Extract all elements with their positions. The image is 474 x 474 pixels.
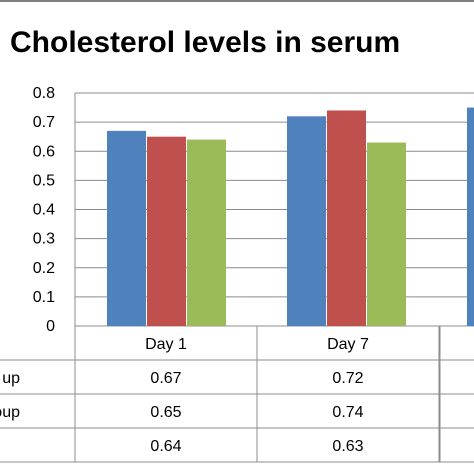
data-label: 0.63	[332, 438, 363, 455]
legend-entry: s group	[0, 404, 20, 421]
legend-entry: up	[2, 370, 20, 387]
y-tick-label: 0.2	[33, 260, 55, 277]
y-tick-label: 0.3	[33, 231, 55, 248]
bar-1-1	[107, 130, 146, 326]
x-category-label: Day 7	[327, 336, 369, 353]
data-label: 0.64	[150, 438, 181, 455]
data-label: 0.67	[150, 370, 181, 387]
data-label: 0.72	[332, 370, 363, 387]
bar-2-1	[147, 136, 186, 326]
bar-3-2	[367, 142, 406, 326]
data-label: 0.74	[332, 404, 363, 421]
y-tick-label: 0.8	[33, 85, 55, 102]
bar-3-1	[187, 139, 226, 326]
y-tick-label: 0.5	[33, 172, 55, 189]
chart-title: Cholesterol levels in serum	[10, 26, 401, 59]
y-tick-label: 0.1	[33, 289, 55, 306]
y-tick-label: 0.6	[33, 143, 55, 160]
bar-1-2	[287, 116, 326, 326]
y-tick-label: 0.4	[33, 202, 55, 219]
y-tick-label: 0	[46, 318, 55, 335]
y-tick-label: 0.7	[33, 114, 55, 131]
bar-2-2	[327, 110, 366, 326]
bar-1-3	[467, 107, 474, 326]
x-category-label: Day 1	[145, 336, 187, 353]
data-label: 0.65	[150, 404, 181, 421]
